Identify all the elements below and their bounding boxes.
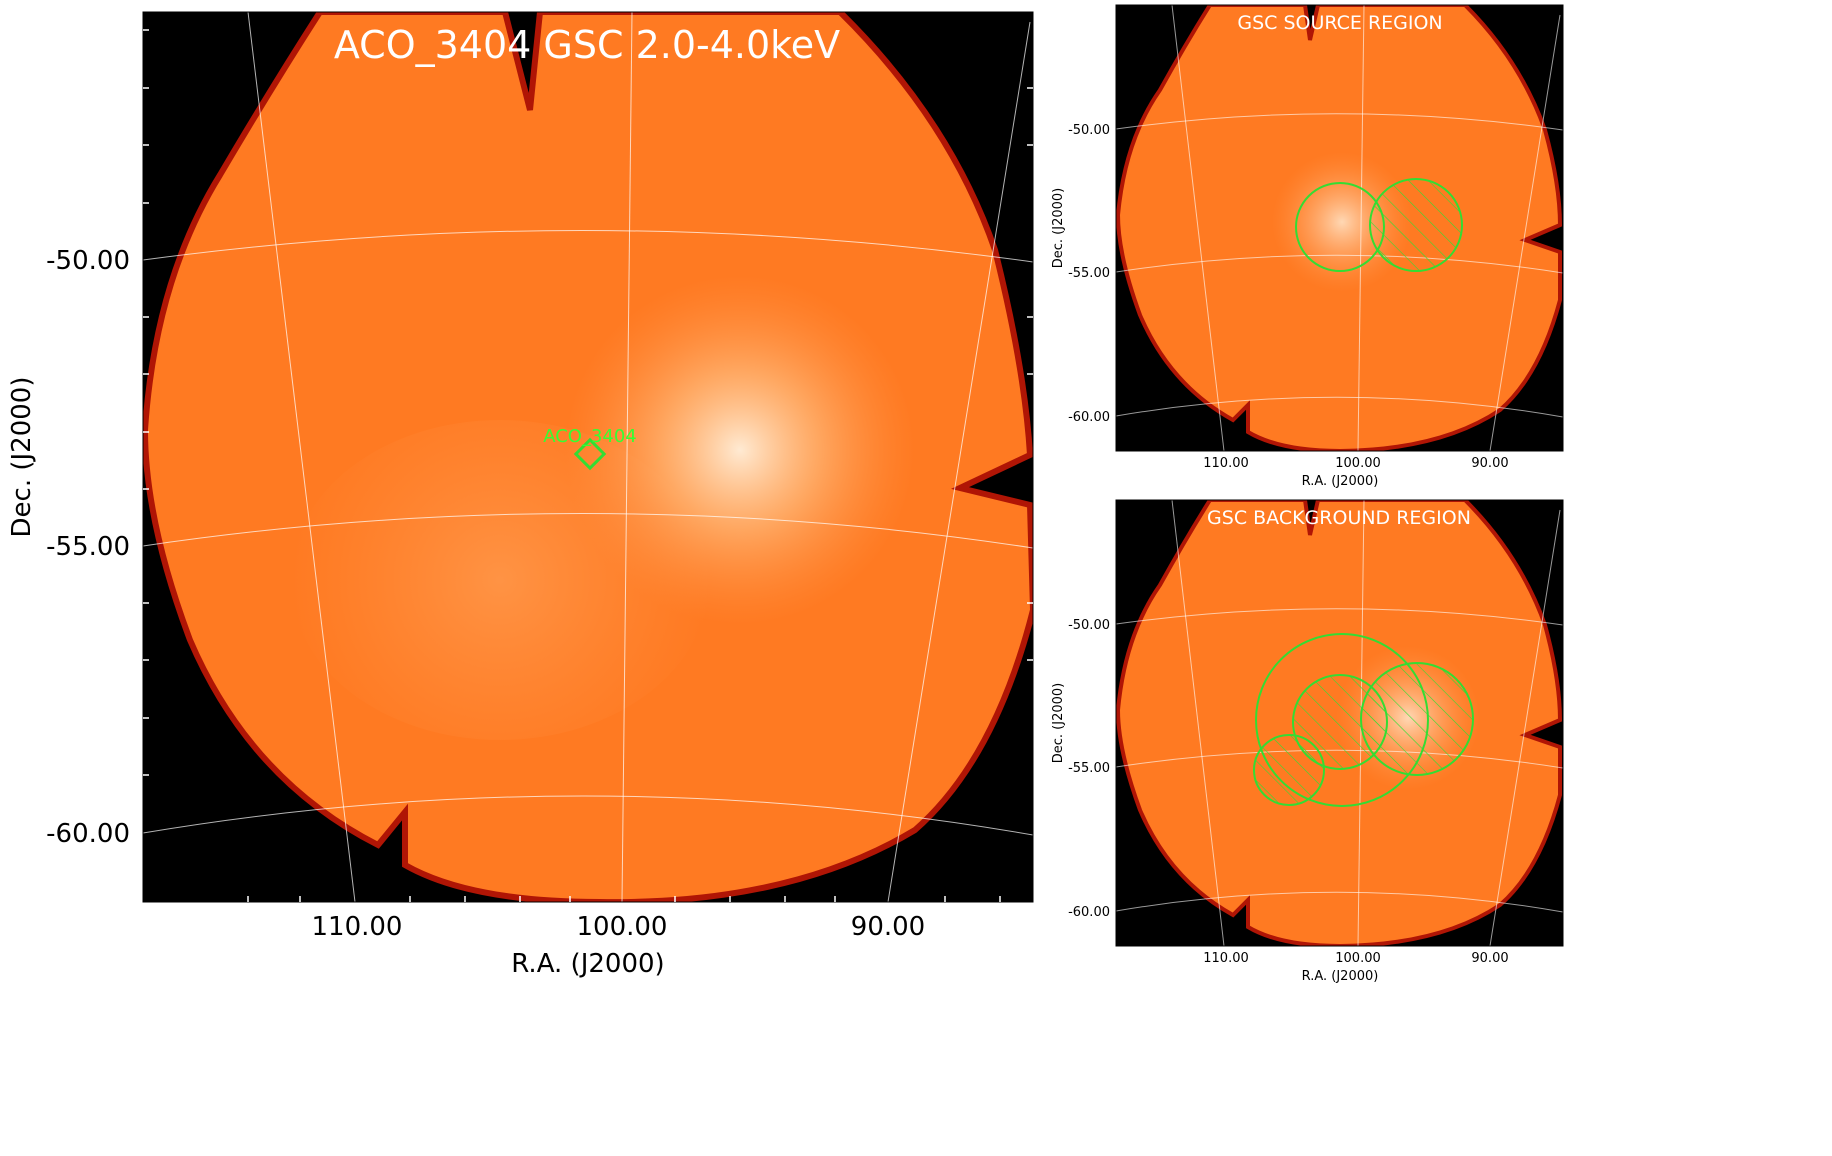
source-y-axis-label: Dec. (J2000) [1051, 188, 1066, 268]
main-coordinate-grid [143, 12, 1033, 902]
grid-dec-line [143, 795, 1033, 836]
main-cluster-emission [565, 275, 915, 625]
grid-dec-line [1116, 891, 1563, 913]
background-x-axis-label: R.A. (J2000) [1302, 969, 1379, 984]
aco3404-marker-diamond[interactable] [573, 437, 607, 471]
background-dec-tick-label: -60.00 [1068, 905, 1110, 920]
grid-dec-line [1116, 608, 1563, 626]
main-y-axis-label: Dec. (J2000) [7, 377, 37, 538]
grid-ra-line [621, 12, 633, 902]
background-exclusion-circle[interactable] [1360, 662, 1474, 776]
source-panel-title: GSC SOURCE REGION [1237, 12, 1442, 34]
aco3404-marker-label: ACO_3404 [543, 426, 637, 447]
main-ra-tick-label: 100.00 [577, 912, 668, 942]
source-plot-frame [1115, 4, 1564, 452]
main-ra-tick-label: 110.00 [312, 912, 403, 942]
source-ra-tick-label: 100.00 [1335, 456, 1381, 471]
background-panel-title: GSC BACKGROUND REGION [1207, 507, 1471, 529]
main-title: ACO_3404 GSC 2.0-4.0keV [334, 23, 840, 67]
grid-dec-line [143, 230, 1033, 263]
main-panel: ACO_3404 ACO_3404 GSC 2.0-4.0keV -50.00 … [7, 11, 1034, 979]
source-exclusion-circle[interactable] [1369, 178, 1463, 272]
main-dec-tick-label: -55.00 [46, 532, 130, 562]
source-dec-tick-label: -50.00 [1068, 123, 1110, 138]
source-region-panel: GSC SOURCE REGION -50.00 -55.00 -60.00 1… [1051, 4, 1564, 489]
grid-ra-line [1357, 5, 1365, 451]
main-ra-tick-label: 90.00 [851, 912, 925, 942]
main-dec-tick-label: -60.00 [46, 819, 130, 849]
grid-ra-line [887, 21, 1031, 902]
source-coordinate-grid [1116, 5, 1563, 451]
grid-ra-line [247, 12, 356, 902]
main-plot-frame [142, 11, 1034, 903]
source-ra-tick-label: 90.00 [1471, 456, 1508, 471]
background-region-panel: GSC BACKGROUND REGION -50.00 -55.00 -60.… [1051, 499, 1564, 984]
grid-dec-line [1116, 254, 1563, 274]
grid-dec-line [1116, 396, 1563, 418]
grid-ra-line [1489, 509, 1561, 946]
background-y-axis-label: Dec. (J2000) [1051, 683, 1066, 763]
source-dec-tick-label: -60.00 [1068, 410, 1110, 425]
grid-dec-line [143, 513, 1033, 549]
main-dec-tick-label: -50.00 [46, 246, 130, 276]
background-ra-tick-label: 110.00 [1203, 951, 1249, 966]
grid-ra-line [1489, 14, 1561, 451]
source-ra-tick-label: 110.00 [1203, 456, 1249, 471]
background-dec-tick-label: -55.00 [1068, 761, 1110, 776]
background-dec-tick-label: -50.00 [1068, 618, 1110, 633]
source-dec-tick-label: -55.00 [1068, 266, 1110, 281]
source-x-axis-label: R.A. (J2000) [1302, 474, 1379, 489]
main-x-axis-label: R.A. (J2000) [511, 949, 664, 979]
grid-dec-line [1116, 113, 1563, 131]
background-ra-tick-label: 90.00 [1471, 951, 1508, 966]
main-frame-ticks [143, 29, 1033, 902]
grid-ra-line [1171, 5, 1225, 451]
background-exclusion-circle[interactable] [1253, 734, 1325, 806]
background-ra-tick-label: 100.00 [1335, 951, 1381, 966]
background-plot-frame [1115, 499, 1564, 947]
grid-ra-line [1171, 500, 1225, 946]
